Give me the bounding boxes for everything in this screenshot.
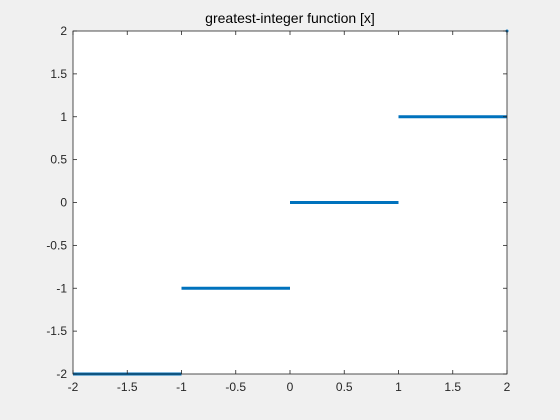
y-tick-label: 0 [60,196,67,210]
axes-box [72,30,508,375]
x-tick-label: 0.5 [336,380,353,394]
x-tick-label: 1.5 [444,380,461,394]
y-ticks: -2 -1.5 -1 -0.5 0 0.5 1 1.5 2 [46,24,507,381]
y-tick-label: -1 [56,281,67,295]
x-tick-label: -0.5 [225,380,246,394]
x-tick-label: -1.5 [117,380,138,394]
x-tick-label: -1 [176,380,187,394]
y-tick-label: -2 [56,367,67,381]
y-tick-label: 0.5 [50,153,67,167]
y-tick-label: -1.5 [46,324,67,338]
chart-title: greatest-integer function [x] [205,10,375,26]
y-tick-label: 2 [60,24,67,38]
y-tick-label: -0.5 [46,238,67,252]
x-tick-label: 1 [395,380,402,394]
x-tick-label: 2 [504,380,511,394]
x-tick-label: 0 [287,380,294,394]
y-tick-label: 1.5 [50,67,67,81]
y-tick-label: 1 [60,110,67,124]
x-ticks: -2 -1.5 -1 -0.5 0 0.5 1 1.5 2 [68,31,511,394]
x-tick-label: -2 [68,380,79,394]
